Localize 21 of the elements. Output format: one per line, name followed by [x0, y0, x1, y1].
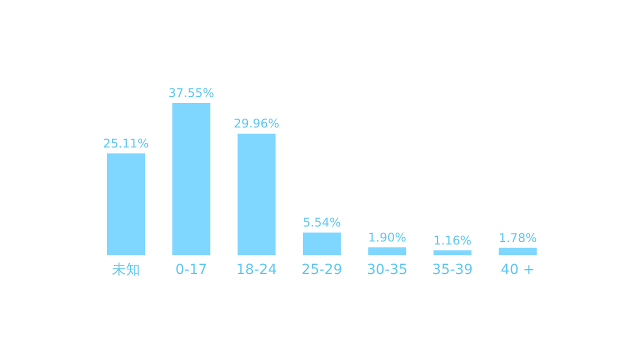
- data-label: 29.96%: [234, 116, 280, 131]
- data-label: 1.90%: [368, 230, 406, 244]
- data-label: 5.54%: [302, 216, 341, 230]
- x-tick-label: 未知: [112, 262, 140, 278]
- x-tick-label: 35-39: [432, 262, 473, 278]
- data-label: 1.16%: [433, 233, 472, 248]
- x-tick-label: 25-29: [302, 262, 342, 278]
- bar: [238, 134, 276, 255]
- x-tick-label: 30-35: [366, 262, 408, 278]
- x-tick-label: 40 +: [500, 262, 535, 278]
- bar: [172, 103, 210, 255]
- bar: [368, 247, 406, 255]
- data-label: 25.11%: [103, 136, 149, 150]
- bar: [498, 248, 537, 255]
- bar: [302, 232, 341, 255]
- data-label: 37.55%: [168, 86, 214, 100]
- data-label: 1.78%: [498, 230, 537, 245]
- bar: [434, 250, 472, 255]
- bar: [107, 153, 145, 255]
- x-tick-label: 18-24: [236, 262, 278, 278]
- x-tick-label: 0-17: [175, 262, 208, 278]
